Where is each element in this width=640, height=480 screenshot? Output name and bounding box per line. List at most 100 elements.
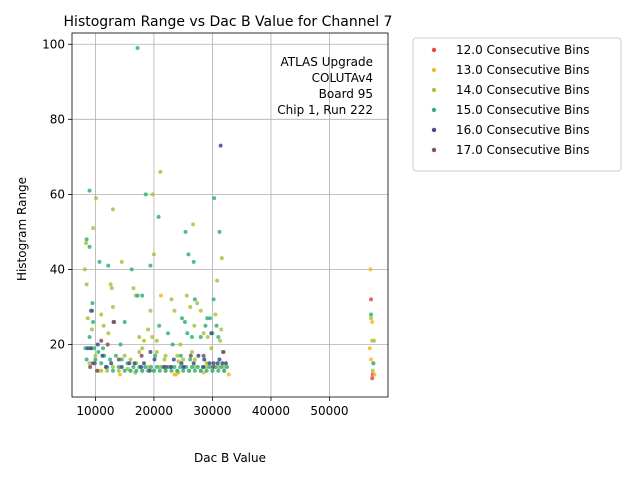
data-point bbox=[157, 323, 162, 328]
data-points bbox=[82, 46, 377, 381]
data-point bbox=[218, 143, 223, 148]
data-point bbox=[131, 364, 136, 369]
data-point bbox=[207, 361, 212, 366]
data-point bbox=[170, 342, 175, 347]
data-point bbox=[158, 169, 163, 174]
data-point bbox=[89, 327, 94, 332]
data-point bbox=[208, 316, 213, 321]
data-point bbox=[92, 361, 97, 366]
data-point bbox=[188, 304, 193, 309]
data-point bbox=[108, 282, 113, 287]
legend-label: 15.0 Consecutive Bins bbox=[456, 103, 589, 117]
data-point bbox=[216, 368, 221, 373]
data-point bbox=[90, 301, 95, 306]
data-point bbox=[198, 334, 203, 339]
x-axis-ticks: 10000 20000 30000 40000 50000 bbox=[76, 397, 349, 418]
data-point bbox=[157, 368, 162, 373]
data-point bbox=[105, 368, 110, 373]
data-point bbox=[217, 229, 222, 234]
data-point bbox=[99, 361, 104, 366]
data-point bbox=[219, 327, 224, 332]
x-tick-label: 40000 bbox=[252, 404, 290, 418]
data-point bbox=[93, 196, 98, 201]
data-point bbox=[110, 364, 115, 369]
data-point bbox=[191, 222, 196, 227]
data-point bbox=[147, 368, 152, 373]
grid bbox=[72, 33, 388, 397]
data-point bbox=[122, 353, 127, 358]
data-point bbox=[151, 252, 156, 257]
data-point bbox=[369, 316, 374, 321]
data-point bbox=[154, 349, 159, 354]
data-point bbox=[216, 364, 221, 369]
data-point bbox=[141, 361, 146, 366]
data-point bbox=[209, 346, 214, 351]
data-point bbox=[188, 353, 193, 358]
x-tick-label: 50000 bbox=[310, 404, 348, 418]
annotation-line-4: Chip 1, Run 222 bbox=[277, 103, 373, 117]
legend-label: 12.0 Consecutive Bins bbox=[456, 43, 589, 57]
data-point bbox=[129, 267, 134, 272]
data-point bbox=[201, 364, 206, 369]
legend-marker bbox=[431, 47, 437, 53]
data-point bbox=[198, 368, 203, 373]
data-point bbox=[178, 342, 183, 347]
data-point bbox=[117, 372, 122, 377]
data-point bbox=[91, 319, 96, 324]
data-point bbox=[369, 297, 374, 302]
data-point bbox=[137, 349, 142, 354]
data-point bbox=[178, 353, 183, 358]
data-point bbox=[148, 263, 153, 268]
data-point bbox=[179, 361, 184, 366]
data-point bbox=[154, 364, 159, 369]
data-point bbox=[84, 357, 89, 362]
data-point bbox=[216, 334, 221, 339]
data-point bbox=[181, 364, 186, 369]
y-tick-label: 40 bbox=[50, 262, 65, 276]
data-point bbox=[189, 349, 194, 354]
data-point bbox=[158, 293, 163, 298]
annotation-block: ATLAS Upgrade COLUTAv4 Board 95 Chip 1, … bbox=[277, 55, 373, 117]
data-point bbox=[96, 349, 101, 354]
legend-label: 17.0 Consecutive Bins bbox=[456, 143, 589, 157]
data-point bbox=[85, 346, 90, 351]
data-point bbox=[93, 353, 98, 358]
data-point bbox=[128, 357, 133, 362]
data-point bbox=[368, 267, 373, 272]
data-point bbox=[210, 368, 215, 373]
data-point bbox=[226, 372, 231, 377]
data-point bbox=[89, 308, 94, 313]
x-tick-label: 10000 bbox=[76, 404, 114, 418]
data-point bbox=[175, 368, 180, 373]
data-point bbox=[181, 357, 186, 362]
legend-marker bbox=[431, 107, 437, 113]
data-point bbox=[101, 346, 106, 351]
data-point bbox=[109, 361, 114, 366]
data-point bbox=[139, 364, 144, 369]
data-point bbox=[204, 364, 209, 369]
y-axis-ticks: 20 40 60 80 100 bbox=[42, 37, 72, 351]
data-point bbox=[185, 331, 190, 336]
data-point bbox=[95, 342, 100, 347]
data-point bbox=[370, 368, 375, 373]
data-point bbox=[122, 368, 127, 373]
data-point bbox=[87, 188, 92, 193]
data-point bbox=[187, 368, 192, 373]
data-point bbox=[148, 349, 153, 354]
data-point bbox=[220, 361, 225, 366]
data-point bbox=[87, 334, 92, 339]
data-point bbox=[148, 308, 153, 313]
y-tick-label: 80 bbox=[50, 112, 65, 126]
data-point bbox=[207, 364, 212, 369]
data-point bbox=[137, 334, 142, 339]
data-point bbox=[178, 364, 183, 369]
data-point bbox=[203, 323, 208, 328]
annotation-line-3: Board 95 bbox=[319, 87, 373, 101]
data-point bbox=[106, 331, 111, 336]
data-point bbox=[150, 192, 155, 197]
data-point bbox=[172, 308, 177, 313]
data-point bbox=[371, 361, 376, 366]
data-point bbox=[116, 364, 121, 369]
data-point bbox=[189, 334, 194, 339]
data-point bbox=[140, 368, 145, 373]
